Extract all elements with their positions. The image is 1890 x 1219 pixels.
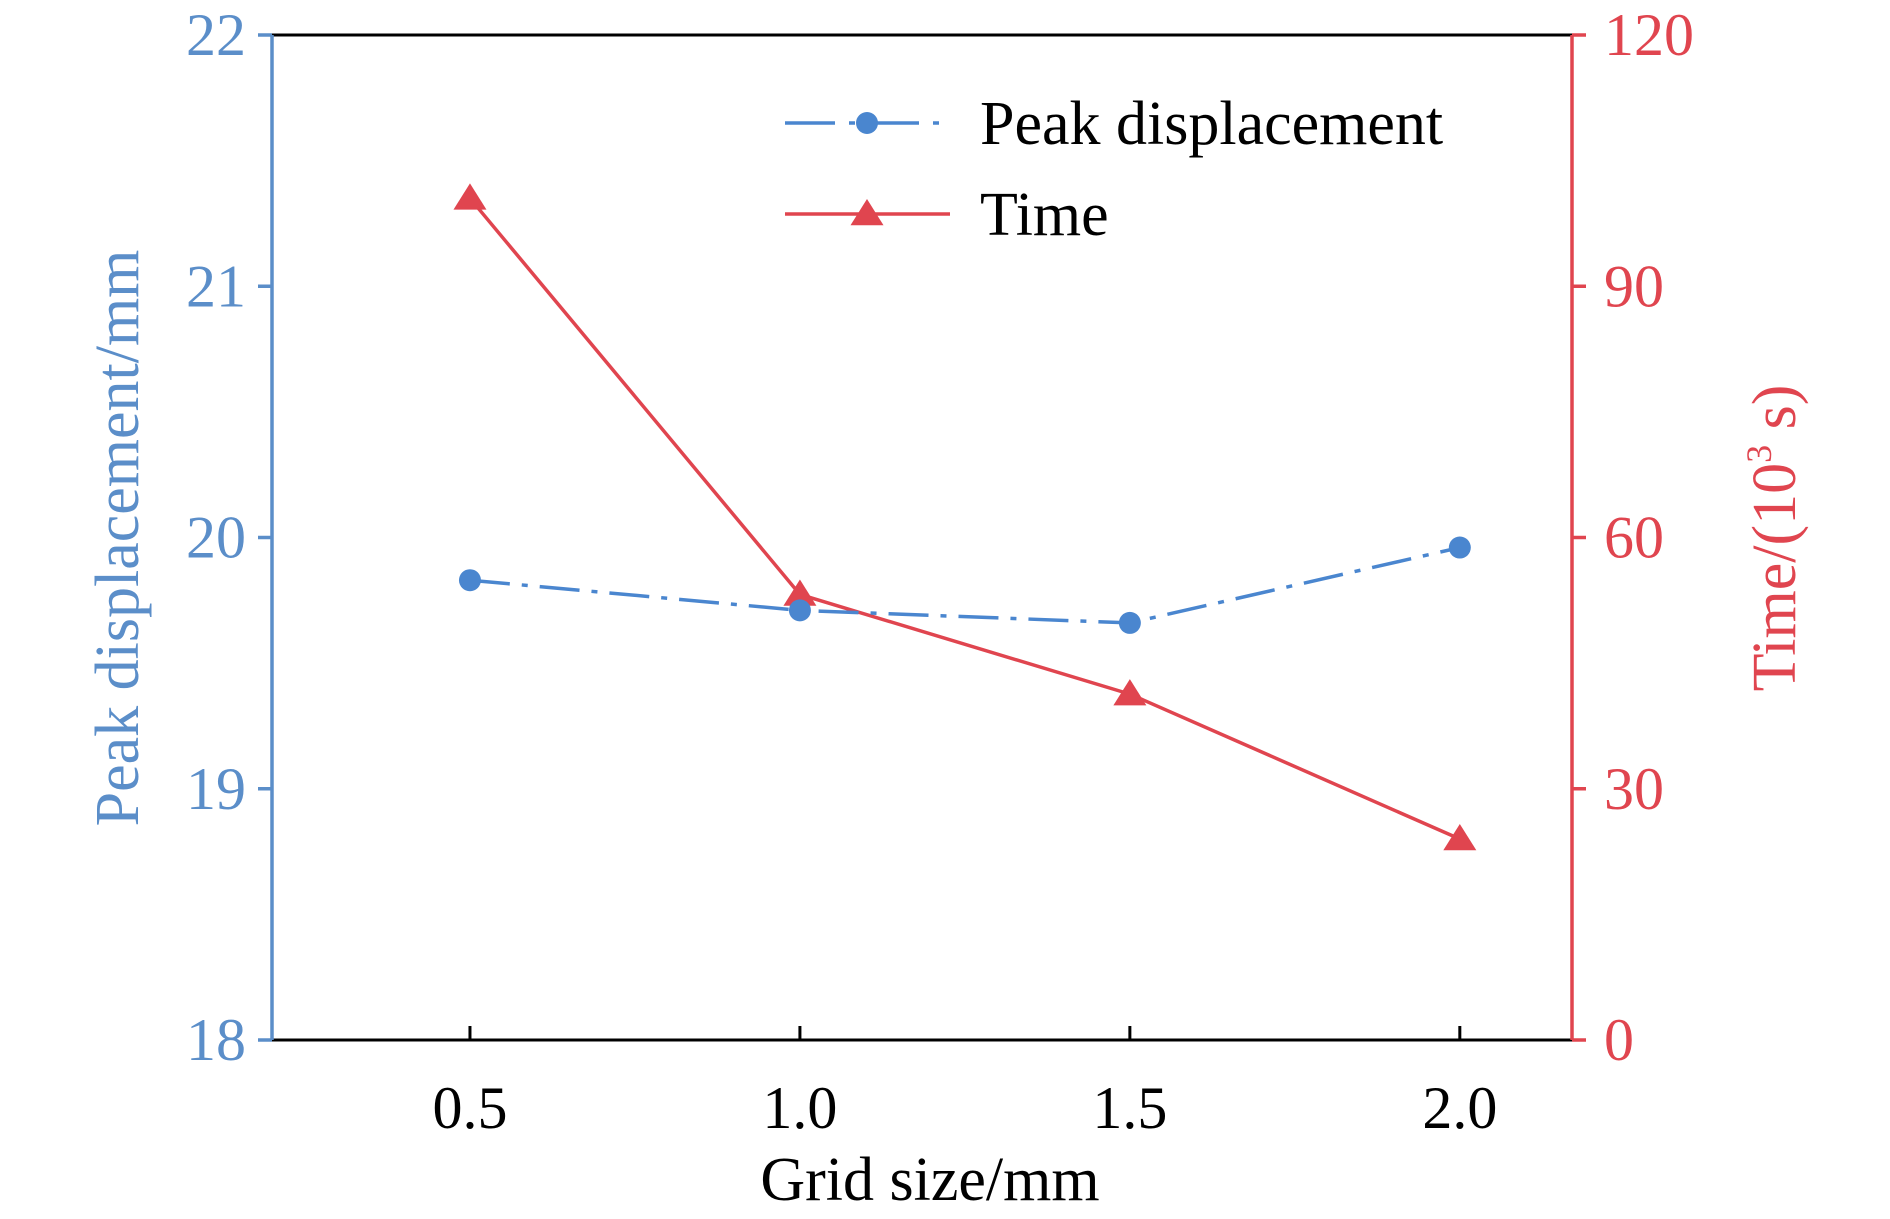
right-y-axis-title-prefix: Time/(10	[1741, 463, 1809, 692]
x-tick-label: 0.5	[432, 1075, 507, 1141]
x-tick-label: 1.5	[1092, 1075, 1167, 1141]
series-layer	[453, 183, 1477, 851]
legend-label-time: Time	[980, 181, 1109, 249]
left-y-tick-label: 21	[186, 253, 246, 319]
right-y-axis-title-superscript: 3	[1739, 445, 1779, 463]
data-point-time	[1113, 679, 1147, 706]
left-y-axis-title: Peak displacement/mm	[84, 250, 152, 827]
series-line-peak-displacement	[469, 545, 1461, 625]
data-point-peak-displacement	[1448, 536, 1471, 559]
legend-marker-time	[850, 199, 884, 226]
tick-marks	[258, 33, 1586, 1042]
data-point-time	[783, 579, 817, 606]
tick-labels: 0.5 1.0 1.5 2.0 18 19 20 21 22 0 30 60 90 120	[186, 2, 1694, 1141]
x-tick-label: 2.0	[1422, 1075, 1497, 1141]
data-point-time	[453, 183, 487, 210]
data-point-peak-displacement	[458, 569, 481, 592]
right-y-axis-title: Time/(103 s)	[1739, 385, 1809, 692]
data-point-peak-displacement	[788, 599, 811, 622]
x-tick-label: 1.0	[762, 1075, 837, 1141]
legend-marker-peak-displacement	[856, 112, 878, 134]
left-y-tick-label: 19	[186, 756, 246, 822]
right-y-tick-label: 120	[1604, 2, 1694, 68]
right-y-tick-label: 60	[1604, 505, 1664, 571]
series-line-time	[468, 197, 1461, 841]
right-y-tick-label: 0	[1604, 1007, 1634, 1073]
data-point-peak-displacement	[1118, 611, 1141, 634]
x-axis-title: Grid size/mm	[760, 1146, 1099, 1214]
legend: Peak displacement Time	[785, 90, 1443, 249]
data-point-time	[1443, 824, 1477, 851]
left-y-tick-label: 22	[186, 2, 246, 68]
right-y-tick-label: 90	[1604, 253, 1664, 319]
left-y-tick-label: 18	[186, 1007, 246, 1073]
legend-label-peak-displacement: Peak displacement	[980, 90, 1443, 158]
right-y-axis-title-suffix: s)	[1741, 385, 1809, 445]
right-y-tick-label: 30	[1604, 756, 1664, 822]
left-y-tick-label: 20	[186, 505, 246, 571]
